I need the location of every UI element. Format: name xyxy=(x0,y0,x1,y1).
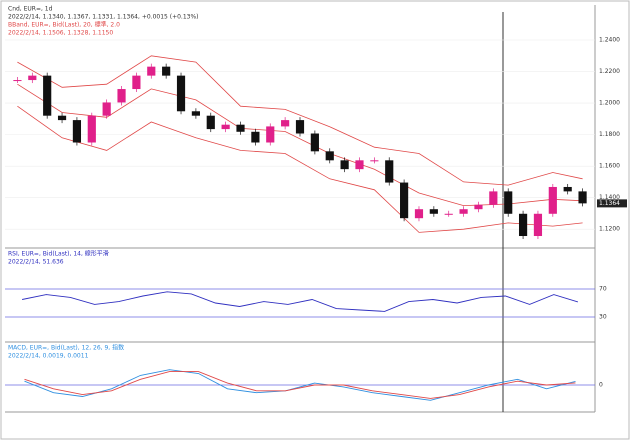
chart-subtitle: 2022/2/14, 1.1340, 1.1367, 1.1331, 1.136… xyxy=(8,14,199,21)
candle xyxy=(28,75,37,81)
y-tick-label: 0 xyxy=(599,382,603,389)
y-tick-label: 1.1400 xyxy=(599,194,620,201)
candle xyxy=(489,191,498,205)
candle xyxy=(459,209,468,214)
overlay-subtitle: 2022/2/14, 1.1506, 1.1328, 1.1150 xyxy=(8,30,113,37)
y-tick-label: 1.1600 xyxy=(599,163,620,170)
candle xyxy=(533,213,543,237)
band-lower xyxy=(17,105,583,233)
y-tick-label: 1.1800 xyxy=(599,131,620,138)
price-tag-label: 1.1364 xyxy=(599,200,620,207)
candle xyxy=(102,102,111,116)
candle xyxy=(474,204,483,210)
candle xyxy=(266,126,275,143)
macd-subtitle: 2022/2/14, 0.0019, 0.0011 xyxy=(8,353,89,360)
candle xyxy=(325,151,334,161)
candle xyxy=(444,213,453,215)
candle xyxy=(295,120,305,134)
band-middle xyxy=(17,83,583,207)
candle xyxy=(429,209,438,214)
candle xyxy=(176,75,186,112)
candle xyxy=(400,182,409,219)
candle xyxy=(414,209,424,219)
candle xyxy=(518,213,528,237)
band-upper xyxy=(17,55,583,186)
candle xyxy=(355,160,364,170)
price-tag xyxy=(597,199,627,208)
candle xyxy=(13,80,22,82)
y-tick-label: 1.2000 xyxy=(599,100,620,107)
candle xyxy=(251,131,260,143)
y-tick-label: 1.2400 xyxy=(599,37,620,44)
overlay-title: BBand, EUR=, Bid(Last), 20, 標準, 2.0 xyxy=(8,21,120,29)
candle xyxy=(147,66,156,76)
candle xyxy=(57,115,67,121)
candle xyxy=(504,191,513,214)
candle xyxy=(236,124,245,132)
y-tick-label: 1.1200 xyxy=(599,226,620,233)
rsi-subtitle: 2022/2/14, 51.636 xyxy=(8,259,64,266)
candle xyxy=(340,160,349,170)
candle xyxy=(117,89,126,103)
candle xyxy=(385,160,394,183)
candle xyxy=(206,115,215,130)
y-tick-label: 70 xyxy=(599,286,607,293)
indicator-line xyxy=(22,291,579,312)
candle xyxy=(310,133,319,152)
chart-title: Cnd, EUR=, 1d xyxy=(8,6,53,13)
rsi-title: RSI, EUR=, Bid(Last), 14, 線形平滑 xyxy=(8,250,109,258)
indicator-line xyxy=(24,369,576,401)
candle xyxy=(281,120,290,127)
y-tick-label: 1.2200 xyxy=(599,68,620,75)
candle xyxy=(370,160,379,162)
candle xyxy=(43,75,52,116)
candle xyxy=(162,66,171,76)
candle xyxy=(72,120,82,143)
indicator-line xyxy=(24,371,576,399)
candle xyxy=(221,124,230,130)
candle xyxy=(578,191,587,204)
candle xyxy=(132,75,141,90)
candle xyxy=(548,186,557,214)
macd-title: MACD, EUR=, Bid(Last), 12, 26, 9, 指数 xyxy=(8,344,124,352)
candle xyxy=(563,186,572,192)
candle xyxy=(87,115,96,143)
candle xyxy=(191,111,200,116)
y-tick-label: 30 xyxy=(599,314,607,321)
